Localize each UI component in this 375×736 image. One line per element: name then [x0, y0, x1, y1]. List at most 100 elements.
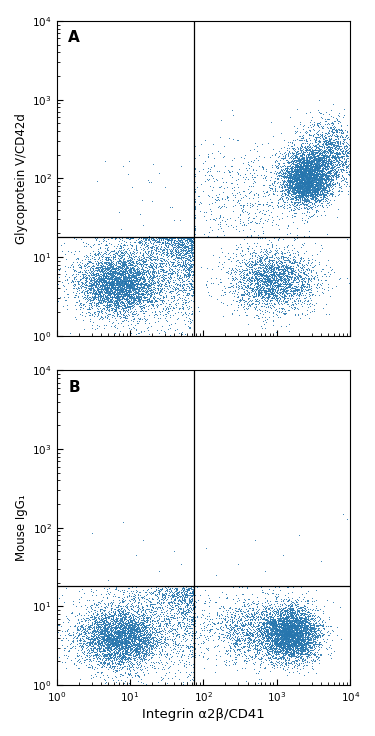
Point — [296, 172, 302, 184]
Point — [294, 631, 300, 643]
Point — [269, 272, 275, 284]
Point — [347, 147, 353, 159]
Point — [209, 263, 214, 275]
Point — [272, 629, 278, 640]
Point — [111, 642, 117, 654]
Point — [116, 656, 122, 668]
Point — [110, 634, 116, 645]
Point — [268, 277, 274, 289]
Point — [280, 157, 286, 169]
Point — [125, 632, 131, 644]
Point — [98, 264, 104, 276]
Point — [115, 268, 121, 280]
Point — [140, 271, 146, 283]
Point — [129, 635, 135, 647]
Point — [242, 168, 248, 180]
Point — [192, 202, 198, 214]
Point — [163, 246, 169, 258]
Point — [103, 639, 109, 651]
Point — [283, 165, 289, 177]
Point — [287, 278, 293, 290]
Point — [285, 150, 291, 162]
Point — [70, 632, 76, 644]
Point — [287, 179, 293, 191]
Point — [116, 294, 122, 305]
Point — [123, 646, 129, 658]
Point — [259, 269, 265, 280]
Point — [255, 191, 261, 203]
Point — [123, 258, 129, 269]
Point — [239, 254, 245, 266]
Point — [158, 298, 164, 310]
Point — [281, 627, 287, 639]
Point — [130, 270, 136, 282]
Point — [310, 152, 316, 164]
Point — [294, 635, 300, 647]
Point — [112, 621, 118, 633]
Point — [91, 630, 97, 642]
Point — [316, 143, 322, 155]
Point — [158, 242, 164, 254]
Point — [111, 614, 117, 626]
Point — [259, 160, 265, 172]
Point — [292, 152, 298, 164]
Point — [286, 623, 292, 634]
Point — [156, 626, 162, 637]
Point — [258, 581, 264, 593]
Point — [301, 230, 307, 241]
Point — [263, 269, 269, 281]
Point — [164, 275, 170, 286]
Point — [305, 212, 311, 224]
Point — [122, 601, 128, 612]
Point — [279, 627, 285, 639]
Point — [272, 630, 278, 642]
Point — [284, 631, 290, 643]
Point — [303, 149, 309, 161]
Point — [171, 584, 177, 595]
Point — [90, 316, 96, 328]
Point — [289, 629, 295, 641]
Point — [308, 124, 314, 135]
Point — [117, 313, 123, 325]
Point — [279, 648, 285, 659]
Point — [278, 638, 284, 650]
Point — [109, 651, 115, 662]
Point — [284, 161, 290, 173]
Point — [261, 628, 267, 640]
Point — [140, 601, 146, 613]
Point — [294, 625, 300, 637]
Point — [90, 587, 96, 598]
Point — [264, 273, 270, 285]
Point — [325, 178, 331, 190]
Point — [267, 629, 273, 641]
Point — [286, 628, 292, 640]
Point — [294, 177, 300, 188]
Point — [244, 263, 250, 275]
Point — [85, 255, 91, 266]
Point — [321, 188, 327, 199]
Point — [256, 255, 262, 267]
Point — [246, 292, 252, 304]
Point — [96, 631, 102, 643]
Point — [170, 603, 176, 615]
Point — [188, 244, 194, 255]
Point — [170, 252, 176, 264]
Point — [98, 636, 104, 648]
Point — [294, 166, 300, 178]
Point — [274, 618, 280, 630]
Point — [186, 595, 192, 606]
Point — [314, 149, 320, 161]
Point — [129, 284, 135, 296]
Point — [192, 186, 198, 198]
Point — [191, 582, 197, 594]
Point — [172, 259, 178, 271]
Point — [284, 620, 290, 632]
Point — [295, 152, 301, 164]
Point — [289, 176, 295, 188]
Point — [242, 272, 248, 283]
Point — [290, 263, 296, 275]
Point — [104, 633, 110, 645]
Point — [304, 155, 310, 166]
Point — [293, 634, 299, 646]
Point — [278, 199, 284, 211]
